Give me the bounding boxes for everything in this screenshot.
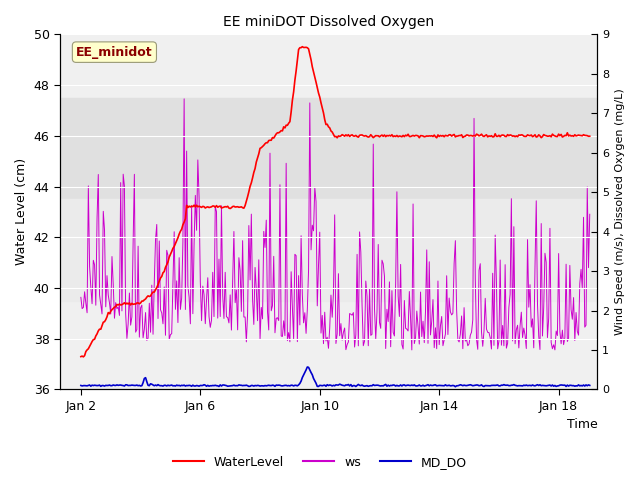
Title: EE miniDOT Dissolved Oxygen: EE miniDOT Dissolved Oxygen: [223, 15, 435, 29]
X-axis label: Time: Time: [566, 419, 598, 432]
Y-axis label: Wind Speed (m/s), Dissolved Oxygen (mg/L): Wind Speed (m/s), Dissolved Oxygen (mg/L…: [615, 88, 625, 335]
Legend: WaterLevel, ws, MD_DO: WaterLevel, ws, MD_DO: [168, 451, 472, 474]
Y-axis label: Water Level (cm): Water Level (cm): [15, 158, 28, 265]
Bar: [60, 199, 598, 300]
Bar: [60, 98, 598, 199]
Text: EE_minidot: EE_minidot: [76, 46, 153, 59]
